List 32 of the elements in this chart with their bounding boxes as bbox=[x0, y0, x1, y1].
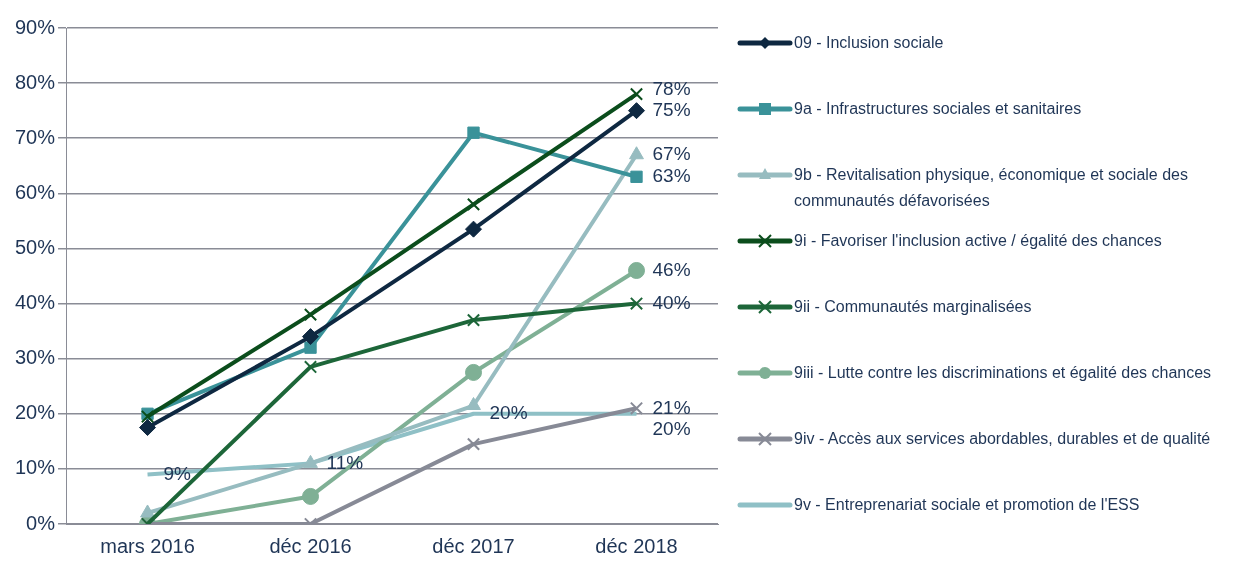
y-tick-label: 50% bbox=[15, 235, 56, 258]
data-label: 75% bbox=[652, 98, 691, 120]
x-tick-label: déc 2018 bbox=[595, 534, 678, 557]
data-label: 20% bbox=[652, 417, 691, 439]
legend-label: 9ii - Communautés marginalisées bbox=[794, 297, 1033, 317]
y-tick-label: 70% bbox=[15, 125, 56, 148]
x-tick-label: déc 2017 bbox=[432, 534, 515, 557]
y-tick-label: 80% bbox=[15, 70, 56, 93]
y-tick-label: 0% bbox=[26, 511, 56, 534]
y-tick-label: 90% bbox=[15, 15, 56, 38]
x-tick-label: déc 2016 bbox=[269, 534, 352, 557]
data-label: 67% bbox=[652, 142, 691, 164]
legend-label: 09 - Inclusion sociale bbox=[794, 33, 945, 53]
legend-label: 9b - Revitalisation physique, économique et sociale des communautés défavorisées bbox=[794, 165, 1189, 211]
data-label: 9% bbox=[163, 462, 192, 484]
y-tick-label: 30% bbox=[15, 346, 56, 369]
data-label: 21% bbox=[652, 396, 691, 418]
data-label: 78% bbox=[652, 77, 691, 99]
y-tick-label: 60% bbox=[15, 180, 56, 203]
legend-label: 9v - Entreprenariat sociale et promotion de l'ESS bbox=[794, 495, 1141, 515]
legend-label: 9i - Favoriser l'inclusion active / égalité des chances bbox=[794, 231, 1163, 251]
legend-label: 9iv - Accès aux services abordables, durables et de qualité bbox=[794, 429, 1212, 449]
legend-label: 9a - Infrastructures sociales et sanitaires bbox=[794, 99, 1083, 119]
data-label: 46% bbox=[652, 258, 691, 280]
y-tick-label: 20% bbox=[15, 401, 56, 424]
x-tick-label: mars 2016 bbox=[100, 534, 195, 557]
y-tick-label: 10% bbox=[15, 456, 56, 479]
y-tick-label: 40% bbox=[15, 291, 56, 314]
legend-label: 9iii - Lutte contre les discriminations et égalité des chances bbox=[794, 363, 1213, 383]
data-label: 63% bbox=[652, 165, 691, 187]
data-label: 40% bbox=[652, 291, 691, 313]
data-label: 20% bbox=[489, 402, 528, 424]
